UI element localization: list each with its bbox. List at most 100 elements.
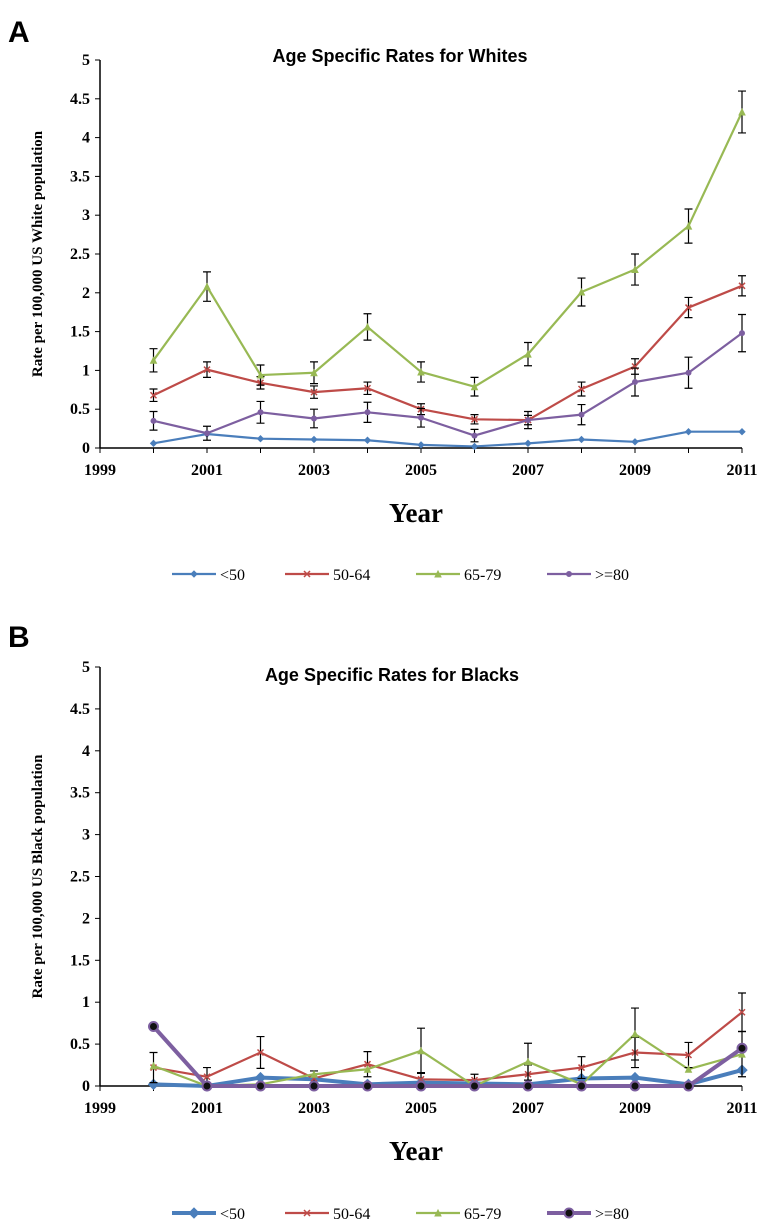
- series-marker: [576, 1080, 587, 1092]
- series-marker: [524, 1057, 532, 1066]
- series-marker: [577, 435, 586, 444]
- y-tick-label: 3.5: [70, 168, 90, 185]
- series-marker: [188, 1207, 200, 1219]
- series-points-5064: [149, 275, 746, 426]
- series-marker: [417, 1046, 425, 1055]
- y-tick-label: 0.5: [70, 1036, 90, 1053]
- series-marker: [255, 1080, 266, 1092]
- series-marker: [578, 411, 585, 418]
- y-axis-label: Rate per 100,000 US White population: [30, 130, 46, 377]
- x-tick-label: 2009: [619, 462, 651, 479]
- series-marker: [363, 1060, 372, 1068]
- series-5064: [153, 1011, 743, 1082]
- y-tick-label: 2: [82, 285, 90, 302]
- series-marker: [524, 349, 532, 358]
- series-line: [153, 1011, 743, 1082]
- series-marker: [522, 1080, 534, 1092]
- series-marker: [629, 1080, 641, 1092]
- x-axis-label: Year: [389, 1136, 443, 1166]
- series-marker: [738, 1050, 746, 1058]
- series-marker: [417, 367, 425, 376]
- legend-label: <50: [220, 567, 245, 584]
- series-marker: [683, 1080, 694, 1092]
- legend-label: 50-64: [333, 1206, 370, 1221]
- legend-label: <50: [220, 1206, 245, 1221]
- series-marker: [303, 1209, 311, 1217]
- y-tick-label: 4: [82, 130, 90, 147]
- series-marker: [738, 282, 746, 290]
- series-points-6579: [149, 90, 746, 397]
- series-marker: [631, 265, 639, 274]
- series-marker: [150, 417, 157, 424]
- y-tick-label: 5: [82, 659, 90, 676]
- panel-letter: A: [8, 16, 30, 49]
- x-tick-label: 1999: [84, 462, 116, 479]
- series-marker: [471, 432, 478, 439]
- legend-item: 50-64: [285, 567, 370, 584]
- chart-panel-b: B Age Specific Rates for Blacks 0 0.5 1 1.5 2 2…: [8, 621, 758, 1221]
- series-line: [152, 111, 743, 388]
- series-marker: [577, 287, 586, 296]
- series-marker: [310, 1070, 318, 1078]
- series-marker: [149, 391, 158, 399]
- series-marker: [684, 427, 693, 436]
- series-marker: [434, 1208, 442, 1217]
- legend-item: >=80: [547, 567, 629, 584]
- series-marker: [203, 1073, 211, 1081]
- series-marker: [684, 1051, 693, 1059]
- series-marker: [736, 1042, 748, 1054]
- x-tick-label: 2005: [405, 462, 437, 479]
- series-marker: [308, 1080, 320, 1092]
- legend-label: >=80: [595, 1206, 629, 1221]
- series-marker: [739, 330, 745, 337]
- series-80: [153, 332, 743, 437]
- series-points-80: [148, 1021, 748, 1092]
- x-tick-label: 2007: [512, 462, 544, 479]
- series-marker: [364, 409, 371, 416]
- series-marker: [738, 1008, 746, 1016]
- series-marker: [434, 569, 442, 578]
- series-marker: [363, 322, 372, 331]
- series-line: [153, 332, 743, 437]
- x-tick-label: 2003: [298, 462, 330, 479]
- y-tick-label: 2: [82, 910, 90, 927]
- chart-title: Age Specific Rates for Whites: [272, 46, 527, 66]
- series-marker: [256, 434, 265, 443]
- series-marker: [632, 379, 638, 386]
- y-tick-label: 4: [82, 743, 90, 760]
- series-marker: [577, 385, 586, 393]
- series-points-5064: [149, 992, 746, 1087]
- series-marker: [417, 441, 425, 449]
- series-marker: [577, 1064, 586, 1072]
- series-marker: [738, 427, 746, 436]
- series-marker: [311, 415, 317, 422]
- series-marker: [470, 415, 479, 423]
- series-marker: [203, 282, 211, 291]
- legend-item: 65-79: [416, 1206, 501, 1221]
- x-tick-label: 2001: [191, 1100, 223, 1117]
- series-marker: [631, 438, 639, 446]
- chart-panel-a: A Age Specific Rates for Whites 0 0.5 1 1.5 2 2…: [8, 16, 758, 584]
- y-tick-label: 5: [82, 52, 90, 69]
- series-marker: [204, 430, 210, 437]
- y-tick-label: 3.5: [70, 785, 90, 802]
- series-line: [153, 1068, 743, 1088]
- series-marker: [525, 417, 531, 424]
- x-tick-label: 2011: [726, 1100, 757, 1117]
- x-tick-label: 1999: [84, 1100, 116, 1117]
- legend-item: <50: [172, 1206, 245, 1221]
- series-marker: [201, 1080, 213, 1092]
- series-marker: [257, 409, 264, 416]
- series-marker: [363, 436, 372, 444]
- series-marker: [149, 356, 158, 364]
- legend: <50 50-64 65-79 >=80: [172, 1206, 629, 1221]
- legend-item: >=80: [547, 1206, 629, 1221]
- series-marker: [470, 382, 479, 391]
- series-points-80: [149, 313, 746, 443]
- y-tick-label: 0.5: [70, 401, 90, 418]
- series-marker: [631, 1029, 639, 1038]
- y-tick-label: 2.5: [70, 246, 90, 263]
- y-tick-label: 4.5: [70, 701, 90, 718]
- x-tick-label: 2003: [298, 1100, 330, 1117]
